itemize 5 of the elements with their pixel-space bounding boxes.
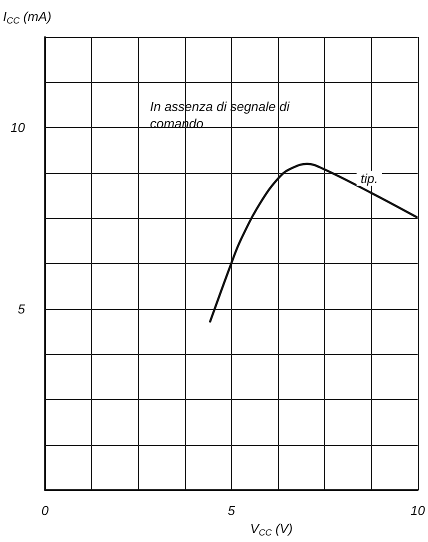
x-tick-label: 10 [410,503,426,518]
x-tick-label: 0 [41,503,50,518]
annotation: tip. [360,170,378,186]
x-tick-label: 5 [228,503,236,518]
line-series [209,162,418,323]
